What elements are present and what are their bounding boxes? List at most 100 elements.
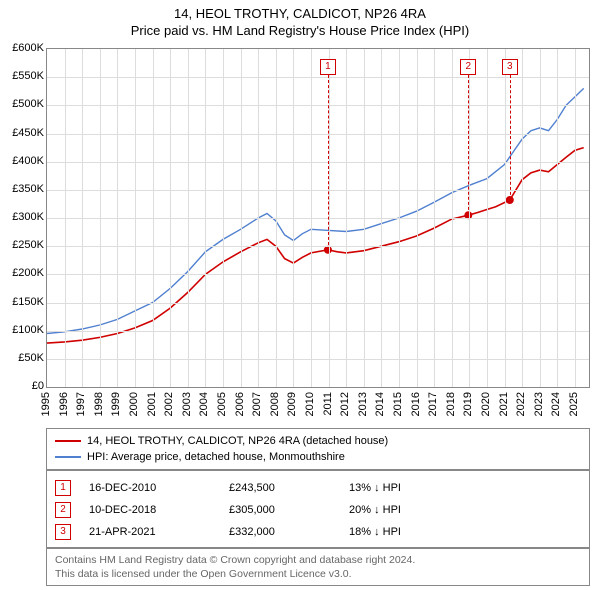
- x-tick-label: 2024: [550, 392, 562, 416]
- gridline-v: [364, 49, 365, 387]
- x-tick-label: 2011: [322, 392, 334, 416]
- gridline-v: [417, 49, 418, 387]
- table-row: 3 21-APR-2021 £332,000 18% ↓ HPI: [55, 521, 581, 543]
- x-tick-label: 2020: [480, 392, 492, 416]
- gridline-v: [170, 49, 171, 387]
- plot-area: 1 2 3: [46, 48, 590, 388]
- x-tick-label: 1998: [93, 392, 105, 416]
- gridline-v: [205, 49, 206, 387]
- x-tick-label: 2013: [357, 392, 369, 416]
- x-tick-label: 1996: [58, 392, 70, 416]
- sale-vline: [328, 75, 329, 250]
- x-tick-label: 2004: [198, 392, 210, 416]
- sale-date: 16-DEC-2010: [89, 482, 219, 494]
- gridline-v: [505, 49, 506, 387]
- y-tick-label: £250K: [0, 239, 44, 251]
- x-tick-label: 2003: [181, 392, 193, 416]
- legend-swatch: [55, 456, 81, 458]
- sale-vline: [468, 75, 469, 215]
- y-tick-label: £350K: [0, 183, 44, 195]
- y-tick-label: £100K: [0, 324, 44, 336]
- sale-marker-icon: 3: [55, 524, 71, 540]
- gridline-h: [47, 190, 589, 191]
- gridline-v: [188, 49, 189, 387]
- x-tick-label: 2018: [445, 392, 457, 416]
- x-tick-label: 2016: [410, 392, 422, 416]
- sale-price: £305,000: [229, 504, 339, 516]
- gridline-v: [65, 49, 66, 387]
- gridline-v: [381, 49, 382, 387]
- y-tick-label: £400K: [0, 155, 44, 167]
- title-address: 14, HEOL TROTHY, CALDICOT, NP26 4RA: [0, 6, 600, 21]
- gridline-v: [82, 49, 83, 387]
- sale-date: 21-APR-2021: [89, 526, 219, 538]
- gridline-v: [434, 49, 435, 387]
- gridline-v: [241, 49, 242, 387]
- gridline-v: [276, 49, 277, 387]
- y-tick-label: £300K: [0, 211, 44, 223]
- sales-table: 1 16-DEC-2010 £243,500 13% ↓ HPI 2 10-DE…: [46, 470, 590, 548]
- gridline-v: [399, 49, 400, 387]
- table-row: 2 10-DEC-2018 £305,000 20% ↓ HPI: [55, 499, 581, 521]
- y-tick-label: £200K: [0, 267, 44, 279]
- gridline-v: [346, 49, 347, 387]
- y-tick-label: £50K: [0, 352, 44, 364]
- gridline-h: [47, 274, 589, 275]
- gridline-v: [135, 49, 136, 387]
- gridline-v: [100, 49, 101, 387]
- gridline-v: [117, 49, 118, 387]
- x-tick-label: 1995: [40, 392, 52, 416]
- sale-delta: 18% ↓ HPI: [349, 526, 469, 538]
- sale-marker-box: 3: [502, 59, 518, 75]
- attribution: Contains HM Land Registry data © Crown c…: [46, 548, 590, 586]
- y-tick-label: £600K: [0, 42, 44, 54]
- gridline-h: [47, 77, 589, 78]
- gridline-v: [469, 49, 470, 387]
- gridline-h: [47, 162, 589, 163]
- sale-marker-icon: 2: [55, 502, 71, 518]
- x-tick-label: 1999: [110, 392, 122, 416]
- sale-marker-box: 1: [320, 59, 336, 75]
- x-tick-label: 2021: [498, 392, 510, 416]
- x-tick-label: 2023: [533, 392, 545, 416]
- legend-item: HPI: Average price, detached house, Monm…: [55, 449, 581, 465]
- gridline-v: [522, 49, 523, 387]
- titles: 14, HEOL TROTHY, CALDICOT, NP26 4RA Pric…: [0, 0, 600, 38]
- y-tick-label: £450K: [0, 127, 44, 139]
- y-tick-label: £500K: [0, 98, 44, 110]
- gridline-v: [293, 49, 294, 387]
- x-tick-label: 2006: [234, 392, 246, 416]
- gridline-v: [487, 49, 488, 387]
- sale-date: 10-DEC-2018: [89, 504, 219, 516]
- x-tick-label: 2019: [462, 392, 474, 416]
- x-tick-label: 2007: [251, 392, 263, 416]
- series-hpi: [47, 88, 584, 333]
- y-tick-label: £550K: [0, 70, 44, 82]
- sale-marker-icon: 1: [55, 480, 71, 496]
- x-tick-label: 2001: [146, 392, 158, 416]
- sale-marker-box: 2: [460, 59, 476, 75]
- table-row: 1 16-DEC-2010 £243,500 13% ↓ HPI: [55, 477, 581, 499]
- sale-price: £243,500: [229, 482, 339, 494]
- y-tick-label: £150K: [0, 296, 44, 308]
- x-tick-label: 2022: [515, 392, 527, 416]
- attribution-line: This data is licensed under the Open Gov…: [55, 567, 581, 581]
- gridline-h: [47, 218, 589, 219]
- gridline-h: [47, 105, 589, 106]
- sale-delta: 13% ↓ HPI: [349, 482, 469, 494]
- title-subtitle: Price paid vs. HM Land Registry's House …: [0, 23, 600, 38]
- gridline-v: [575, 49, 576, 387]
- legend-swatch: [55, 440, 81, 442]
- gridline-h: [47, 359, 589, 360]
- x-tick-label: 2005: [216, 392, 228, 416]
- x-tick-label: 1997: [75, 392, 87, 416]
- gridline-v: [311, 49, 312, 387]
- x-tick-label: 2025: [568, 392, 580, 416]
- gridline-h: [47, 303, 589, 304]
- gridline-v: [258, 49, 259, 387]
- gridline-h: [47, 134, 589, 135]
- gridline-v: [223, 49, 224, 387]
- gridline-v: [153, 49, 154, 387]
- legend: 14, HEOL TROTHY, CALDICOT, NP26 4RA (det…: [46, 428, 590, 470]
- chart-container: 14, HEOL TROTHY, CALDICOT, NP26 4RA Pric…: [0, 0, 600, 590]
